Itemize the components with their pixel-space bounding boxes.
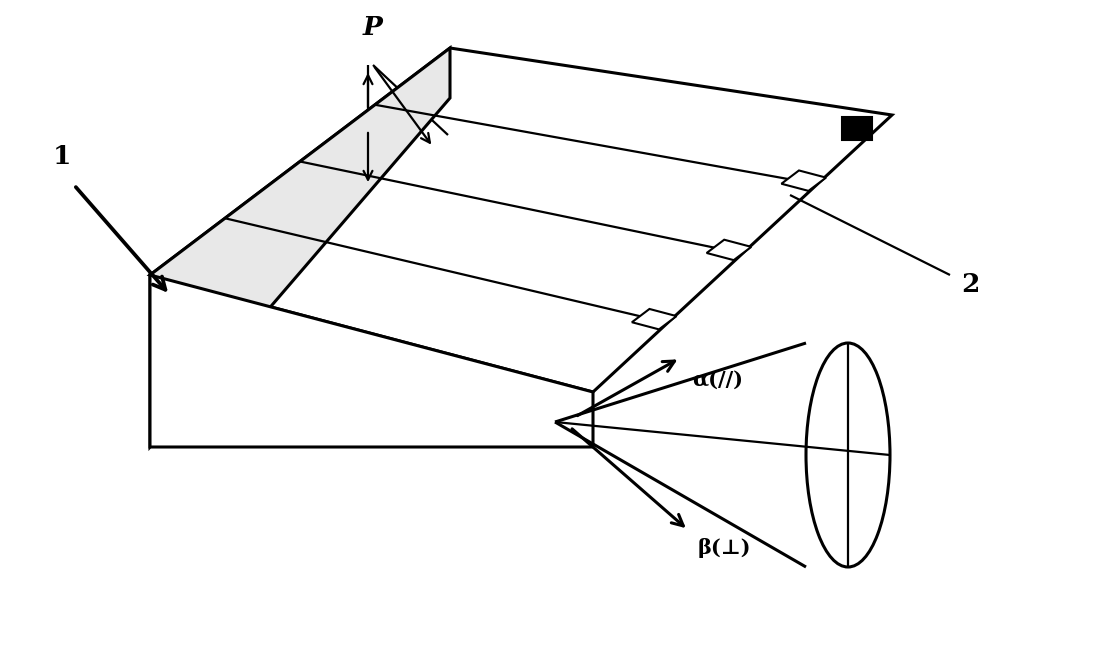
Polygon shape <box>150 275 593 447</box>
Polygon shape <box>150 48 892 392</box>
Polygon shape <box>842 117 872 140</box>
Polygon shape <box>706 240 751 260</box>
Polygon shape <box>150 48 450 447</box>
Text: β(⊥): β(⊥) <box>698 538 751 558</box>
Polygon shape <box>781 170 826 191</box>
Text: α(//): α(//) <box>692 370 743 390</box>
Text: P: P <box>363 15 383 40</box>
Text: 1: 1 <box>53 145 71 170</box>
Polygon shape <box>632 309 677 330</box>
Text: 2: 2 <box>961 272 980 297</box>
